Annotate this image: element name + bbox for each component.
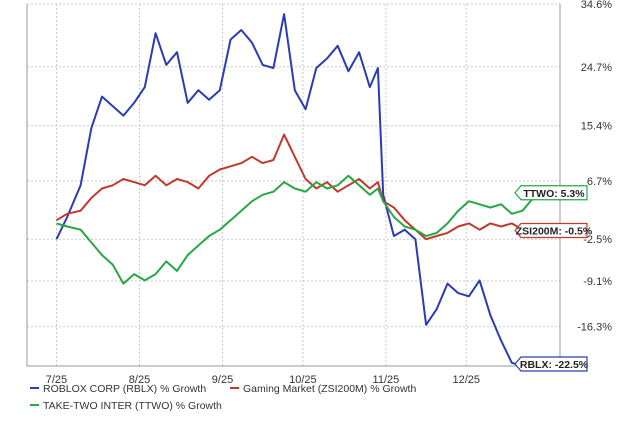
legend-label: Gaming Market (ZSI200M) % Growth xyxy=(243,383,416,395)
end-label-rblx: RBLX: -22.5% xyxy=(514,356,589,372)
end-labels: RBLX: -22.5% ZSI200M: -0.5% TTWO: 5.3% xyxy=(514,185,593,372)
x-tick-label: 7/25 xyxy=(46,374,67,386)
series-layer xyxy=(55,13,545,367)
x-tick-label: 8/25 xyxy=(129,374,150,386)
plot-background xyxy=(27,4,560,366)
series-line-rblx xyxy=(55,13,545,367)
end-label-box xyxy=(514,222,588,239)
x-tick-label: 10/25 xyxy=(289,374,317,386)
y-tick-label: -16.3% xyxy=(577,322,612,334)
y-tick-label: -9.1% xyxy=(583,276,612,288)
x-tick-label: 11/25 xyxy=(373,374,400,386)
x-axis: 7/25 8/25 9/25 10/25 11/25 12/25 xyxy=(46,374,480,386)
end-label-text: ZSI200M: -0.5% xyxy=(516,226,593,238)
end-label-ttwo: TTWO: 5.3% xyxy=(514,185,588,201)
x-tick-label: 12/25 xyxy=(452,374,480,386)
end-label-box xyxy=(514,185,588,201)
grid-layer xyxy=(26,3,561,367)
legend-label: ROBLOX CORP (RBLX) % Growth xyxy=(43,383,206,395)
y-tick-label: -2.5% xyxy=(583,234,612,246)
y-tick-label: 6.7% xyxy=(587,176,612,188)
series-line-zsi200m xyxy=(55,133,544,241)
end-label-box xyxy=(514,356,588,372)
x-tick-label: 9/25 xyxy=(212,374,233,386)
legend-item-rblx: ROBLOX CORP (RBLX) % Growth xyxy=(30,383,206,395)
legend-item-zsi200m: Gaming Market (ZSI200M) % Growth xyxy=(230,383,416,395)
legend: ROBLOX CORP (RBLX) % Growth Gaming Market… xyxy=(30,383,416,412)
end-label-text: RBLX: -22.5% xyxy=(520,359,589,371)
end-label-text: TTWO: 5.3% xyxy=(523,188,585,200)
y-tick-label: 15.4% xyxy=(581,121,612,133)
legend-item-ttwo: TAKE-TWO INTER (TTWO) % Growth xyxy=(30,400,222,412)
series-line-ttwo xyxy=(56,174,545,285)
legend-label: TAKE-TWO INTER (TTWO) % Growth xyxy=(43,400,222,412)
y-axis: 34.6% 24.7% 15.4% 6.7% -2.5% -9.1% -16.3% xyxy=(577,0,612,334)
y-tick-label: 24.7% xyxy=(581,62,612,74)
end-label-zsi200m: ZSI200M: -0.5% xyxy=(514,222,593,239)
y-tick-label: 34.6% xyxy=(581,0,612,11)
